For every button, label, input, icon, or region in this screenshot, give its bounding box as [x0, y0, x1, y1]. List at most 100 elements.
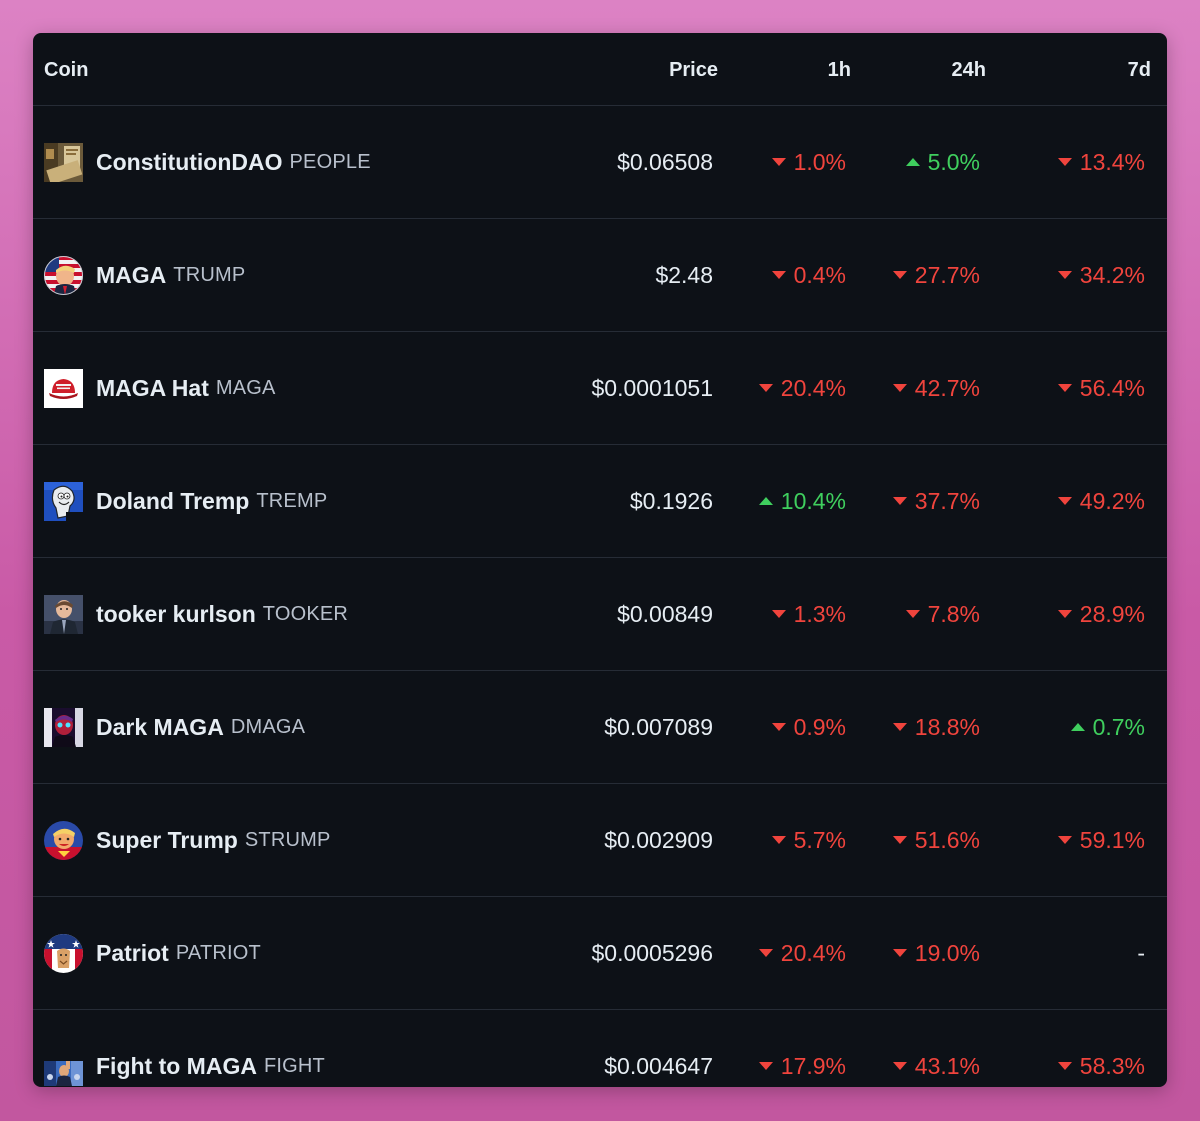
change-24h-value: 42.7%: [914, 374, 980, 401]
caret-up-icon: [905, 158, 920, 166]
caret-down-icon: [892, 949, 907, 957]
column-header-1h[interactable]: 1h: [827, 59, 851, 81]
caret-down-icon: [758, 949, 773, 957]
column-header-price[interactable]: Price: [669, 59, 718, 81]
coin-name[interactable]: MAGA: [96, 261, 167, 288]
coin-name[interactable]: Dark MAGA: [96, 713, 224, 740]
change-1h: 1.3%: [771, 558, 846, 670]
caret-down-icon: [1057, 271, 1072, 279]
change-1h-value: 1.3%: [793, 600, 846, 627]
change-7d: 28.9%: [1057, 558, 1145, 670]
coin-price: $0.007089: [604, 713, 713, 740]
coin-price: $0.002909: [604, 826, 713, 853]
table-row[interactable]: MAGA Hat MAGA $0.0001051 20.4% 42.7% 56.…: [33, 332, 1167, 445]
change-1h: 20.4%: [758, 897, 846, 1009]
change-24h: 37.7%: [892, 445, 980, 557]
coin-symbol: TREMP: [256, 489, 328, 512]
constitution-document-icon: [44, 142, 83, 182]
red-hat-icon: [44, 368, 83, 408]
coin-cell[interactable]: Dark MAGA DMAGA: [44, 671, 305, 783]
table-row[interactable]: Doland Tremp TREMP $0.1926 10.4% 37.7% 4…: [33, 445, 1167, 558]
coin-symbol: STRUMP: [244, 828, 331, 851]
change-7d-value: 49.2%: [1079, 487, 1145, 514]
coin-cell[interactable]: ConstitutionDAO PEOPLE: [44, 106, 371, 218]
change-1h: 20.4%: [758, 332, 846, 444]
caret-down-icon: [771, 158, 786, 166]
coin-price: $0.1926: [629, 487, 713, 514]
change-7d-value: 13.4%: [1079, 148, 1145, 175]
coin-symbol: DMAGA: [230, 715, 306, 738]
change-7d-value: 58.3%: [1079, 1052, 1145, 1079]
table-row[interactable]: Fight to MAGA FIGHT $0.004647 17.9% 43.1…: [33, 1010, 1167, 1087]
change-7d-value: 59.1%: [1079, 826, 1145, 853]
dark-laser-eyes-icon: [44, 707, 83, 747]
change-24h-value: 19.0%: [914, 939, 980, 966]
caret-down-icon: [771, 723, 786, 731]
change-1h-value: 0.4%: [793, 261, 846, 288]
coin-name[interactable]: ConstitutionDAO: [96, 148, 283, 175]
change-24h: 5.0%: [905, 106, 980, 218]
change-24h-value: 5.0%: [927, 148, 980, 175]
coin-name[interactable]: Fight to MAGA: [96, 1052, 257, 1079]
table-row[interactable]: Super Trump STRUMP $0.002909 5.7% 51.6% …: [33, 784, 1167, 897]
coin-name[interactable]: tooker kurlson: [96, 600, 256, 627]
coin-name[interactable]: Patriot: [96, 939, 169, 966]
caret-down-icon: [1057, 610, 1072, 618]
change-7d: 13.4%: [1057, 106, 1145, 218]
coin-cell[interactable]: Fight to MAGA FIGHT: [44, 1010, 325, 1087]
coin-cell[interactable]: Patriot PATRIOT: [44, 897, 261, 1009]
table-header: Coin Price 1h 24h 7d: [33, 33, 1167, 106]
caret-down-icon: [892, 723, 907, 731]
change-1h: 10.4%: [758, 445, 846, 557]
caret-down-icon: [892, 497, 907, 505]
change-7d: 58.3%: [1057, 1010, 1145, 1087]
coin-name[interactable]: Doland Tremp: [96, 487, 250, 514]
coin-symbol: TRUMP: [173, 263, 246, 286]
column-header-24h[interactable]: 24h: [951, 59, 986, 81]
change-24h: 18.8%: [892, 671, 980, 783]
caret-down-icon: [892, 271, 907, 279]
change-7d-value: 34.2%: [1079, 261, 1145, 288]
change-24h-value: 7.8%: [927, 600, 980, 627]
change-1h-value: 17.9%: [780, 1052, 846, 1079]
superhero-portrait-icon: [44, 820, 83, 860]
change-1h-value: 20.4%: [780, 374, 846, 401]
change-1h-value: 0.9%: [793, 713, 846, 740]
coin-cell[interactable]: tooker kurlson TOOKER: [44, 558, 348, 670]
coin-cell[interactable]: MAGA Hat MAGA: [44, 332, 276, 444]
column-header-coin[interactable]: Coin: [44, 59, 89, 81]
table-row[interactable]: Dark MAGA DMAGA $0.007089 0.9% 18.8% 0.7…: [33, 671, 1167, 784]
coin-price: $0.0001051: [591, 374, 713, 401]
caret-down-icon: [1057, 1062, 1072, 1070]
change-24h: 7.8%: [905, 558, 980, 670]
coin-cell[interactable]: Doland Tremp TREMP: [44, 445, 327, 557]
change-24h: 42.7%: [892, 332, 980, 444]
change-1h-value: 20.4%: [780, 939, 846, 966]
coin-cell[interactable]: Super Trump STRUMP: [44, 784, 331, 896]
caret-down-icon: [1057, 836, 1072, 844]
table-row[interactable]: ConstitutionDAO PEOPLE $0.06508 1.0% 5.0…: [33, 106, 1167, 219]
coin-price: $2.48: [655, 261, 713, 288]
coin-price: $0.0005296: [591, 939, 713, 966]
table-row[interactable]: tooker kurlson TOOKER $0.00849 1.3% 7.8%…: [33, 558, 1167, 671]
table-row[interactable]: MAGA TRUMP $2.48 0.4% 27.7% 34.2%: [33, 219, 1167, 332]
caret-down-icon: [771, 610, 786, 618]
change-7d-value: 56.4%: [1079, 374, 1145, 401]
trump-flag-portrait-icon: [44, 255, 83, 295]
change-24h-value: 27.7%: [914, 261, 980, 288]
column-header-7d[interactable]: 7d: [1127, 59, 1151, 81]
coin-cell[interactable]: MAGA TRUMP: [44, 219, 245, 331]
change-24h: 27.7%: [892, 219, 980, 331]
change-7d: 34.2%: [1057, 219, 1145, 331]
change-24h-value: 37.7%: [914, 487, 980, 514]
change-7d: 56.4%: [1057, 332, 1145, 444]
coin-name[interactable]: MAGA Hat: [96, 374, 209, 401]
patriot-eagle-icon: [44, 933, 83, 973]
coin-symbol: FIGHT: [263, 1054, 325, 1077]
change-1h: 1.0%: [771, 106, 846, 218]
caret-down-icon: [771, 271, 786, 279]
table-row[interactable]: Patriot PATRIOT $0.0005296 20.4% 19.0% -: [33, 897, 1167, 1010]
caret-down-icon: [892, 384, 907, 392]
coin-name[interactable]: Super Trump: [96, 826, 238, 853]
caret-down-icon: [892, 836, 907, 844]
